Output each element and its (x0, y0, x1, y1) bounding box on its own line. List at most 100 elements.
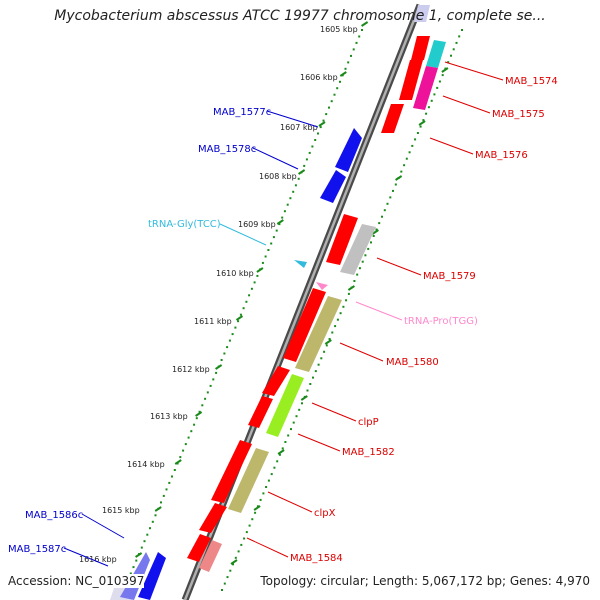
guide-dot (140, 546, 143, 549)
gene-label-mab-1587c[interactable]: MAB_1587c (8, 544, 66, 555)
gene-label-mab-1576[interactable]: MAB_1576 (475, 150, 528, 161)
cds-feature[interactable] (199, 540, 222, 572)
cds-feature[interactable] (413, 66, 438, 110)
outer-tick (347, 285, 355, 291)
cds-feature[interactable] (228, 448, 269, 513)
gene-label-mab-1578c[interactable]: MAB_1578c (198, 144, 256, 155)
guide-dot (355, 41, 358, 44)
guide-dot (226, 346, 229, 349)
guide-dot (317, 132, 319, 135)
scale-label-kbp: 1606 kbp (300, 73, 338, 82)
gene-label-mab-1577c[interactable]: MAB_1577c (213, 107, 271, 118)
scale-tick (135, 552, 143, 558)
cds-feature[interactable] (295, 296, 342, 372)
map-title: Mycobacterium abscessus ATCC 19977 chrom… (54, 8, 546, 24)
outer-tick (300, 395, 308, 401)
guide-dot (204, 397, 207, 400)
guide-dot (151, 520, 154, 523)
cds-feature[interactable] (426, 40, 446, 68)
guide-dot (281, 447, 284, 450)
guide-dot (173, 469, 176, 471)
guide-dot (243, 537, 246, 540)
guide-dot (367, 247, 370, 250)
gene-label-mab-1580[interactable]: MAB_1580 (386, 357, 439, 368)
forward-strand-features (187, 36, 430, 562)
gene-feature[interactable] (283, 288, 326, 362)
guide-dot (286, 203, 289, 206)
guide-dot (372, 235, 375, 237)
reverse-gene-feature[interactable] (138, 552, 166, 600)
reverse-strand-features (120, 128, 362, 600)
guide-dot (436, 86, 439, 89)
scale-label-kbp: 1612 kbp (172, 365, 210, 374)
outer-tick (418, 120, 426, 126)
gene-feature[interactable] (411, 36, 430, 60)
guide-dot (347, 292, 350, 295)
guide-dot (165, 488, 168, 491)
scale-label-kbp: 1614 kbp (127, 460, 165, 469)
reverse-gene-feature[interactable] (320, 170, 346, 203)
accession-text: Accession: NC_010397 (8, 574, 145, 588)
guide-dot (193, 423, 196, 426)
gene-label-mab-1582[interactable]: MAB_1582 (342, 447, 395, 458)
scale-label-kbp: 1607 kbp (280, 123, 318, 132)
guide-dot (146, 533, 149, 536)
gene-feature[interactable] (262, 366, 290, 396)
gene-feature[interactable] (187, 534, 211, 562)
guide-dot (361, 260, 364, 263)
cds-feature[interactable] (266, 374, 304, 437)
guide-dot (322, 119, 325, 122)
reverse-gene-feature[interactable] (335, 128, 362, 172)
guide-dot (381, 215, 383, 218)
guide-dot (272, 236, 275, 239)
gene-label-mab-1574[interactable]: MAB_1574 (505, 76, 558, 87)
guide-dot (325, 344, 328, 347)
guide-dot (154, 514, 157, 517)
gene-label-mab-1586c[interactable]: MAB_1586c (25, 510, 83, 521)
guide-dot (309, 383, 312, 385)
guide-dot (350, 54, 352, 57)
guide-dot (149, 527, 151, 530)
guide-dot (353, 280, 356, 282)
guide-dot (135, 559, 138, 562)
guide-dot (370, 241, 372, 244)
guide-dot (259, 498, 262, 501)
gene-label-clpx[interactable]: clpX (314, 508, 336, 519)
gene-feature[interactable] (381, 104, 404, 133)
guide-dot (229, 569, 232, 572)
outer-tick (230, 559, 238, 565)
scale-tick (195, 411, 203, 417)
gene-feature[interactable] (326, 214, 358, 265)
guide-dot (345, 299, 348, 302)
guide-dot (392, 189, 394, 192)
trna-pro-marker[interactable] (316, 282, 328, 290)
gene-label-mab-1579[interactable]: MAB_1579 (423, 271, 476, 282)
gene-label-clpp[interactable]: clpP (358, 417, 379, 428)
backbone-highlight-band (414, 5, 430, 22)
dotted-guide-tracks (127, 29, 463, 591)
trna-gly-marker[interactable] (294, 260, 307, 268)
scale-label-kbp: 1608 kbp (259, 172, 297, 181)
guide-dot (303, 164, 306, 167)
scale-label-kbp: 1605 kbp (320, 25, 358, 34)
gene-feature[interactable] (211, 440, 252, 503)
gene-feature[interactable] (199, 503, 227, 533)
guide-dot (237, 320, 240, 323)
guide-dot (405, 157, 408, 160)
gene-feature[interactable] (248, 396, 273, 428)
guide-dot (344, 67, 347, 70)
gene-label-mab-1575[interactable]: MAB_1575 (492, 109, 545, 120)
gene-label-mab-1584[interactable]: MAB_1584 (290, 553, 343, 564)
guide-dot (129, 572, 132, 575)
guide-dot (240, 543, 243, 546)
cds-feature[interactable] (340, 224, 376, 275)
guide-dot (265, 486, 268, 488)
genome-summary-text: Topology: circular; Length: 5,067,172 bp… (260, 574, 590, 588)
guide-dot (267, 479, 270, 482)
guide-dot (287, 434, 290, 437)
guide-dot (295, 415, 298, 418)
gene-feature[interactable] (399, 60, 423, 100)
trna-label-pro[interactable]: tRNA-Pro(TGG) (404, 316, 478, 327)
trna-label-gly[interactable]: tRNA-Gly(TCC) (148, 219, 221, 230)
